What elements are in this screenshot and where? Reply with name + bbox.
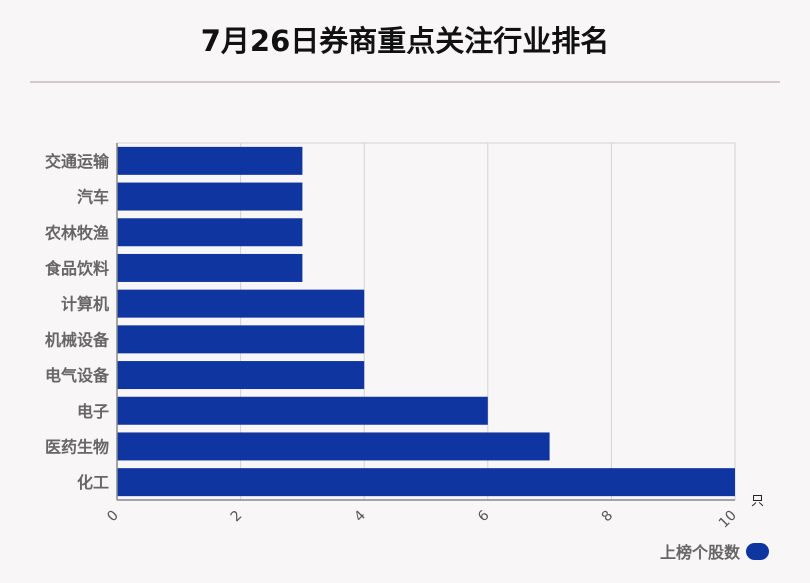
x-tick-label: 10: [716, 508, 740, 532]
bar: [117, 432, 550, 461]
y-category-label: 医药生物: [45, 437, 109, 456]
y-category-label: 交通运输: [45, 152, 110, 171]
bar: [117, 396, 488, 425]
legend-label: 上榜个股数: [660, 543, 741, 562]
bar: [117, 253, 303, 282]
title-divider: [30, 81, 780, 83]
x-tick-label: 6: [475, 507, 493, 525]
bar: [117, 146, 303, 175]
x-tick-label: 2: [228, 508, 246, 526]
y-category-label: 机械设备: [45, 330, 110, 349]
bar: [117, 182, 303, 211]
y-category-label: 电气设备: [45, 366, 110, 385]
bar: [117, 361, 365, 390]
x-tick-label: 4: [351, 507, 369, 525]
x-tick-label: 8: [599, 508, 617, 526]
y-category-label: 农林牧渔: [44, 223, 109, 242]
y-category-label: 食品饮料: [44, 259, 109, 278]
x-unit-label: 只: [751, 494, 764, 509]
x-tick-label: 0: [104, 508, 122, 526]
bar: [117, 468, 735, 497]
y-category-label: 汽车: [77, 188, 109, 207]
bar: [117, 218, 303, 247]
bar: [117, 289, 365, 318]
y-category-label: 化工: [77, 473, 109, 492]
chart-title: 7月26日券商重点关注行业排名: [200, 24, 610, 58]
y-category-label: 电子: [77, 402, 109, 421]
y-category-label: 计算机: [61, 295, 109, 314]
legend[interactable]: 上榜个股数: [660, 539, 770, 563]
legend-swatch: [746, 542, 770, 560]
bar: [117, 325, 365, 354]
